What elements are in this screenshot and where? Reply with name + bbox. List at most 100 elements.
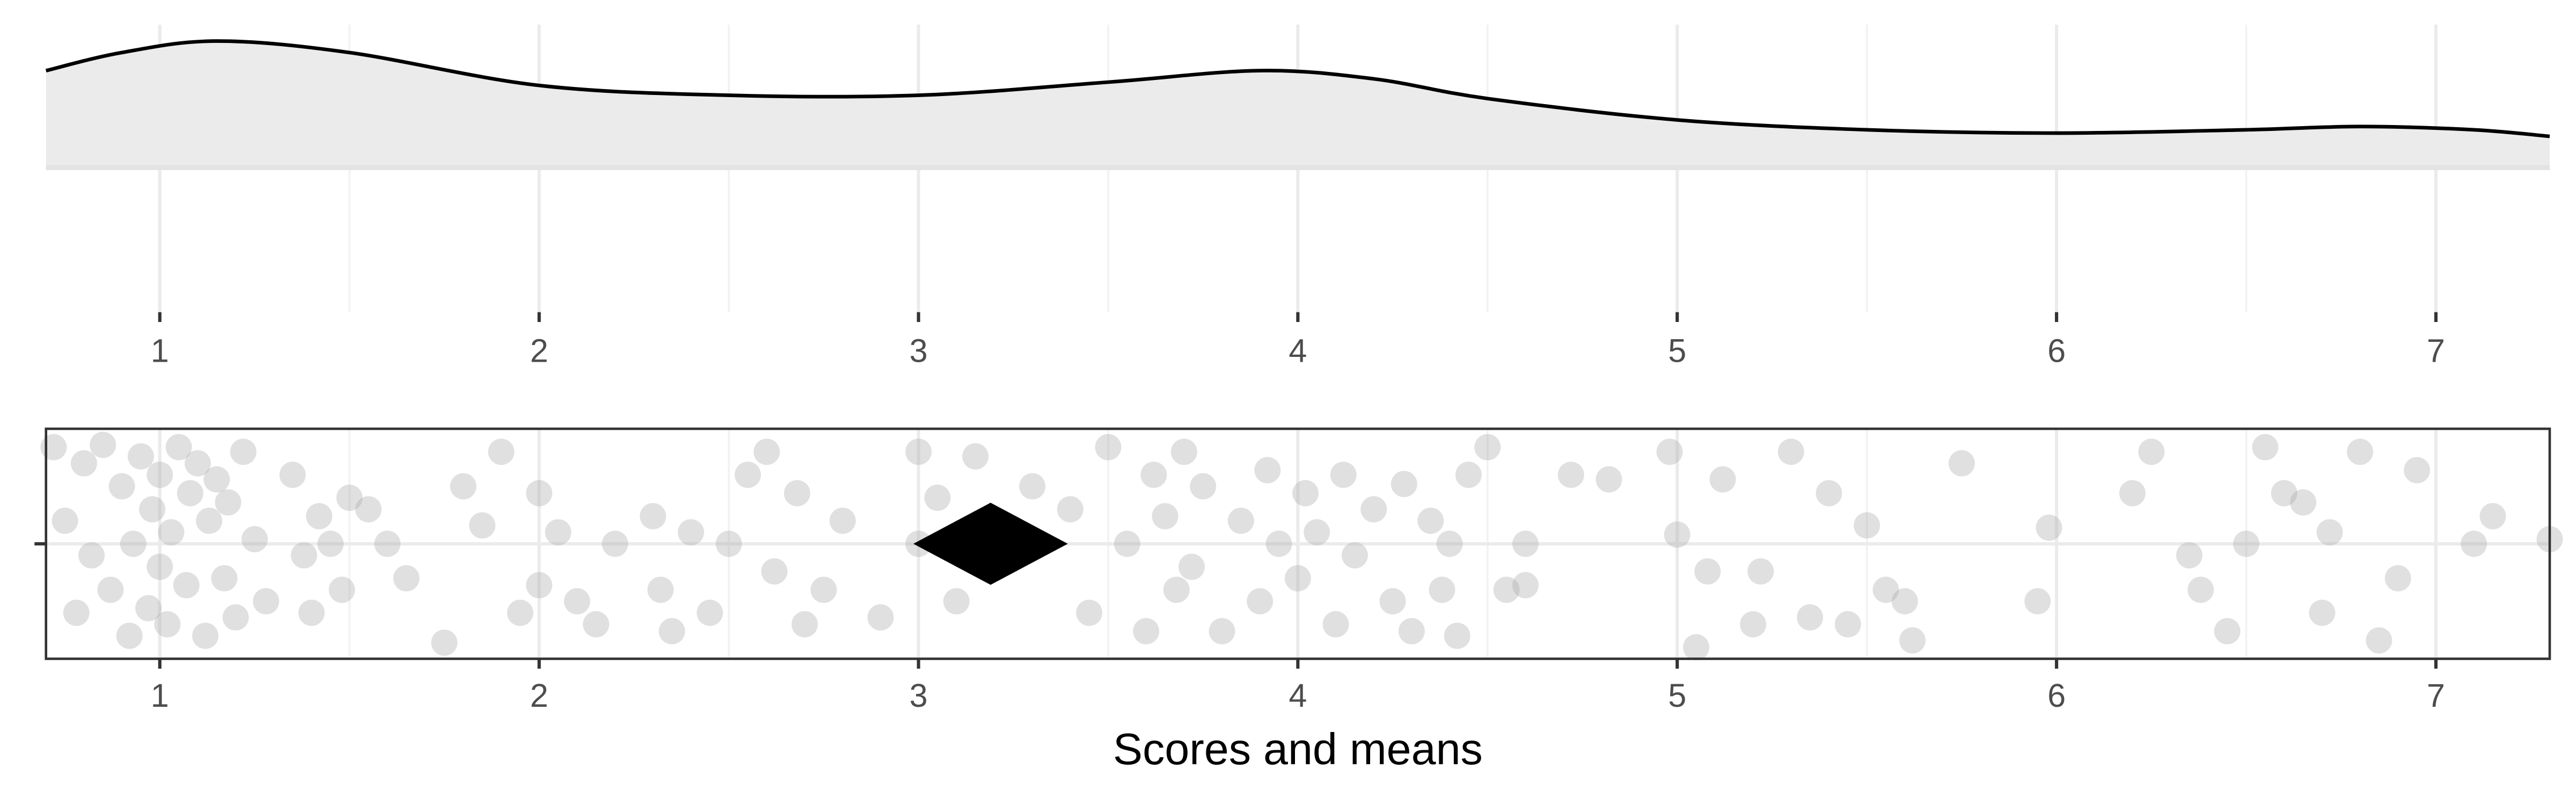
x-tick-label: 2 [530, 677, 548, 714]
data-point [184, 450, 211, 477]
data-point [1360, 496, 1387, 523]
data-point [116, 623, 143, 649]
data-point [488, 438, 515, 465]
data-point [1747, 558, 1774, 585]
data-point [431, 630, 458, 656]
data-point [52, 507, 78, 534]
data-point [215, 489, 241, 516]
data-point [2290, 489, 2317, 516]
data-point [677, 519, 704, 546]
data-point [583, 611, 610, 638]
data-point [943, 588, 970, 614]
mean-diamond [913, 502, 1068, 585]
x-tick-label: 7 [2427, 332, 2445, 369]
data-point [355, 496, 382, 523]
data-point [1709, 466, 1736, 493]
data-point [2119, 480, 2146, 507]
data-point [2176, 542, 2202, 569]
x-tick-label: 5 [1668, 332, 1686, 369]
data-point [810, 576, 837, 603]
data-point [1133, 618, 1160, 645]
data-point [761, 558, 788, 585]
data-point [306, 503, 333, 530]
data-point [1190, 473, 1217, 500]
x-tick-label: 1 [151, 332, 169, 369]
data-point [1854, 512, 1880, 539]
data-point [393, 565, 420, 592]
data-point [1163, 576, 1190, 603]
data-point [1227, 507, 1254, 534]
data-point [2214, 618, 2241, 645]
data-point [317, 530, 344, 557]
density-line [45, 39, 2550, 138]
data-point [1330, 462, 1357, 488]
data-point [1891, 588, 1918, 614]
data-point [78, 542, 105, 569]
data-point [867, 604, 894, 631]
data-point [211, 565, 238, 592]
x-tick-label: 6 [2047, 332, 2066, 369]
data-point [1694, 558, 1721, 585]
x-tick-label: 1 [151, 677, 169, 714]
data-point [165, 434, 192, 460]
data-point [1444, 623, 1470, 649]
data-point [1076, 599, 1103, 626]
data-point [526, 480, 553, 507]
data-point [1019, 473, 1046, 500]
data-point [962, 443, 989, 470]
data-point [1398, 618, 1425, 645]
data-point [1254, 457, 1281, 484]
x-tick-label: 7 [2427, 677, 2445, 714]
data-point [1557, 462, 1584, 488]
data-point [1493, 576, 1520, 603]
data-point [2138, 438, 2165, 465]
data-point [640, 503, 667, 530]
data-point [147, 462, 173, 488]
data-point [1512, 530, 1539, 557]
data-point [63, 599, 90, 626]
data-point [1304, 519, 1330, 546]
data-point [791, 611, 818, 638]
data-point [336, 485, 363, 511]
data-point [1379, 588, 1406, 614]
data-point [177, 480, 203, 507]
data-point [734, 462, 761, 488]
x-tick-label: 3 [909, 677, 927, 714]
data-point [1474, 434, 1501, 460]
data-point [120, 530, 147, 557]
data-point [753, 438, 780, 465]
data-point [450, 473, 477, 500]
x-tick-label: 3 [909, 332, 927, 369]
data-point [2347, 438, 2374, 465]
data-point [1247, 588, 1274, 614]
data-point [2036, 514, 2062, 541]
data-point [2024, 588, 2051, 614]
data-point [545, 519, 572, 546]
data-point [70, 450, 97, 477]
data-point [1292, 480, 1319, 507]
data-point [2316, 519, 2343, 546]
x-tick-label: 4 [1289, 677, 1307, 714]
data-point [2252, 434, 2279, 460]
data-point [507, 599, 533, 626]
data-point [1816, 480, 1842, 507]
data-point [1341, 542, 1368, 569]
data-point [1417, 507, 1444, 534]
data-point [1455, 462, 1482, 488]
data-point [90, 431, 116, 458]
data-point [374, 530, 401, 557]
x-tick-label: 5 [1668, 677, 1686, 714]
data-point [1656, 438, 1683, 465]
data-point [135, 595, 162, 621]
data-point [1322, 611, 1349, 638]
data-point [1095, 434, 1122, 460]
data-point [1899, 627, 1926, 654]
data-point [697, 599, 723, 626]
data-point [905, 438, 932, 465]
data-point [924, 485, 951, 511]
data-point [564, 588, 590, 614]
data-point [2271, 480, 2297, 507]
data-point [97, 576, 124, 603]
data-point [290, 542, 317, 569]
